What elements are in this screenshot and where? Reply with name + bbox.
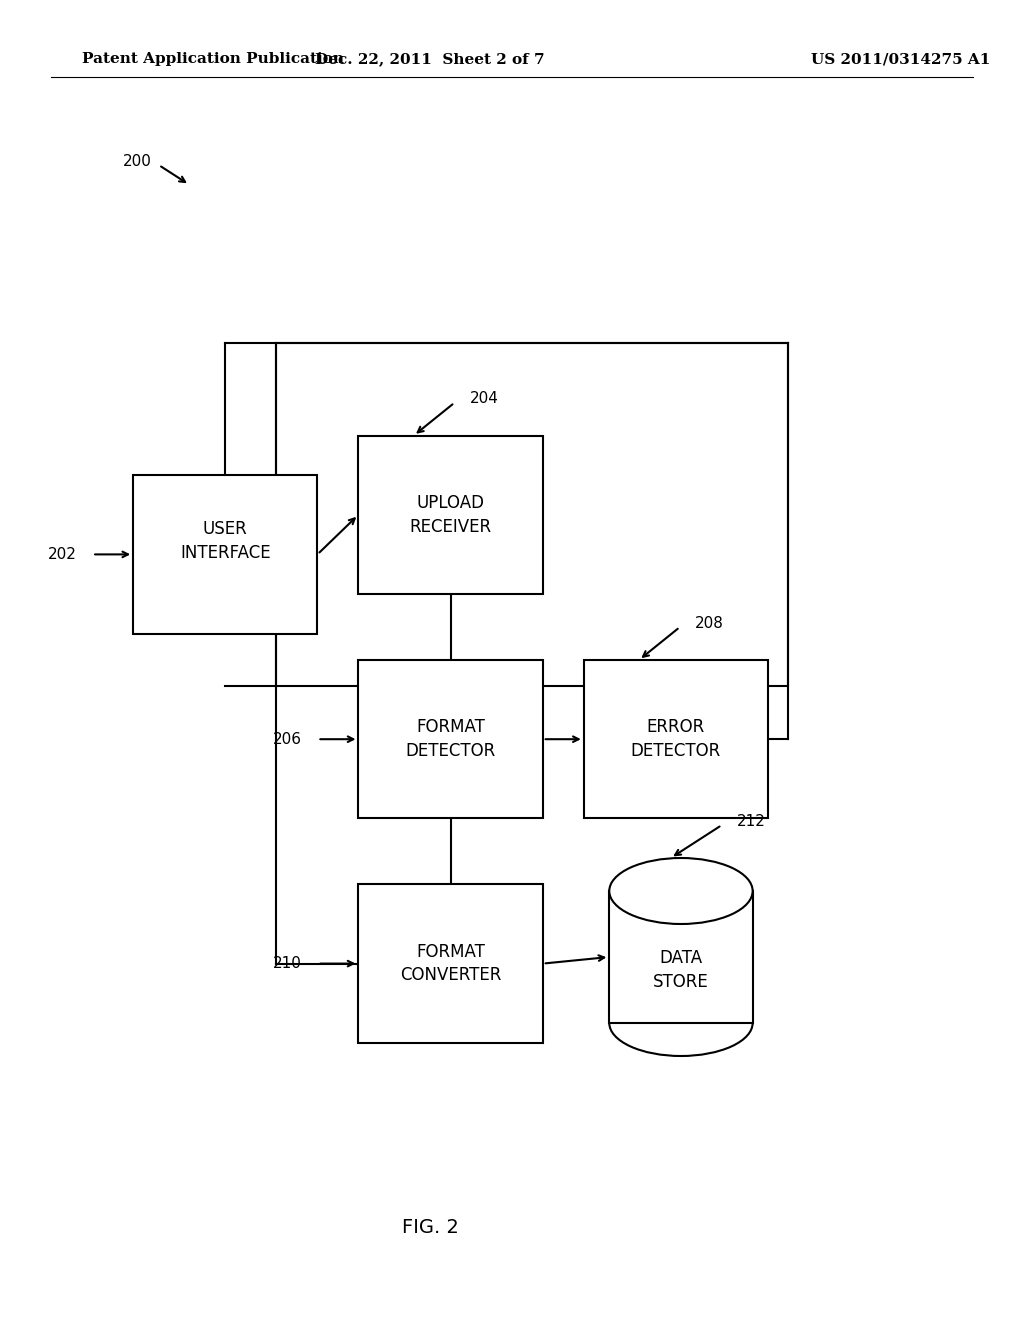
FancyBboxPatch shape — [358, 884, 543, 1043]
Text: ERROR
DETECTOR: ERROR DETECTOR — [631, 718, 721, 760]
Text: 204: 204 — [470, 391, 499, 407]
Text: USER
INTERFACE: USER INTERFACE — [180, 520, 270, 562]
FancyBboxPatch shape — [358, 660, 543, 818]
FancyBboxPatch shape — [609, 891, 753, 1023]
Text: 212: 212 — [737, 813, 766, 829]
Text: 210: 210 — [273, 956, 302, 972]
Text: Patent Application Publication: Patent Application Publication — [82, 53, 344, 66]
FancyBboxPatch shape — [584, 660, 768, 818]
Text: US 2011/0314275 A1: US 2011/0314275 A1 — [811, 53, 991, 66]
Text: 202: 202 — [48, 546, 77, 562]
Text: FORMAT
CONVERTER: FORMAT CONVERTER — [400, 942, 501, 985]
Text: Dec. 22, 2011  Sheet 2 of 7: Dec. 22, 2011 Sheet 2 of 7 — [315, 53, 545, 66]
Text: FORMAT
DETECTOR: FORMAT DETECTOR — [406, 718, 496, 760]
FancyBboxPatch shape — [276, 343, 788, 686]
Text: UPLOAD
RECEIVER: UPLOAD RECEIVER — [410, 494, 492, 536]
Text: 206: 206 — [273, 731, 302, 747]
FancyBboxPatch shape — [358, 436, 543, 594]
Text: FIG. 2: FIG. 2 — [401, 1218, 459, 1237]
Text: 200: 200 — [123, 153, 152, 169]
Ellipse shape — [609, 858, 753, 924]
Text: DATA
STORE: DATA STORE — [653, 949, 709, 991]
FancyBboxPatch shape — [133, 475, 317, 634]
Text: 208: 208 — [695, 615, 724, 631]
